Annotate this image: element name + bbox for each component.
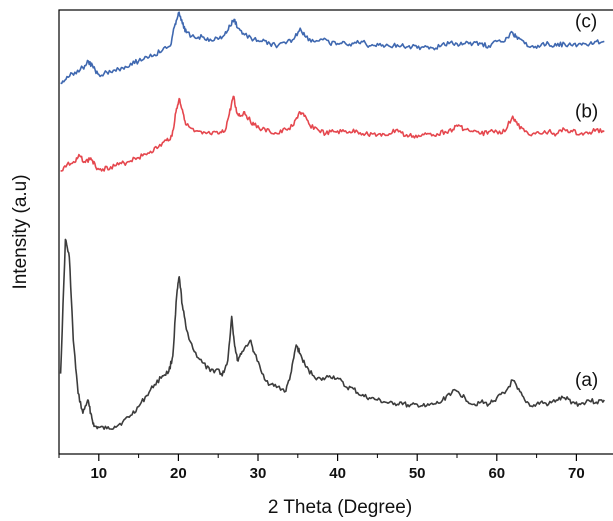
x-tick-label-30: 30 <box>250 465 267 482</box>
y-axis-title: Intensity (a.u) <box>10 174 31 289</box>
series-labels: (a) (b) (c) <box>575 11 598 391</box>
x-axis-ticks: 10 20 30 40 50 60 70 <box>58 454 585 482</box>
series-group <box>59 11 605 430</box>
series-line-c <box>60 11 605 85</box>
x-tick-label-70: 70 <box>568 465 585 482</box>
x-tick-label-10: 10 <box>90 465 107 482</box>
x-axis-title: 2 Theta (Degree) <box>268 497 412 518</box>
series-line-a <box>59 238 605 430</box>
x-tick-label-20: 20 <box>170 465 187 482</box>
series-label-c: (c) <box>575 11 597 32</box>
x-tick-label-60: 60 <box>488 465 505 482</box>
plot-frame <box>58 9 613 455</box>
series-label-b: (b) <box>575 102 598 123</box>
x-tick-label-50: 50 <box>409 465 426 482</box>
series-label-a: (a) <box>575 370 598 391</box>
x-tick-label-40: 40 <box>329 465 346 482</box>
series-line-b <box>60 95 605 172</box>
